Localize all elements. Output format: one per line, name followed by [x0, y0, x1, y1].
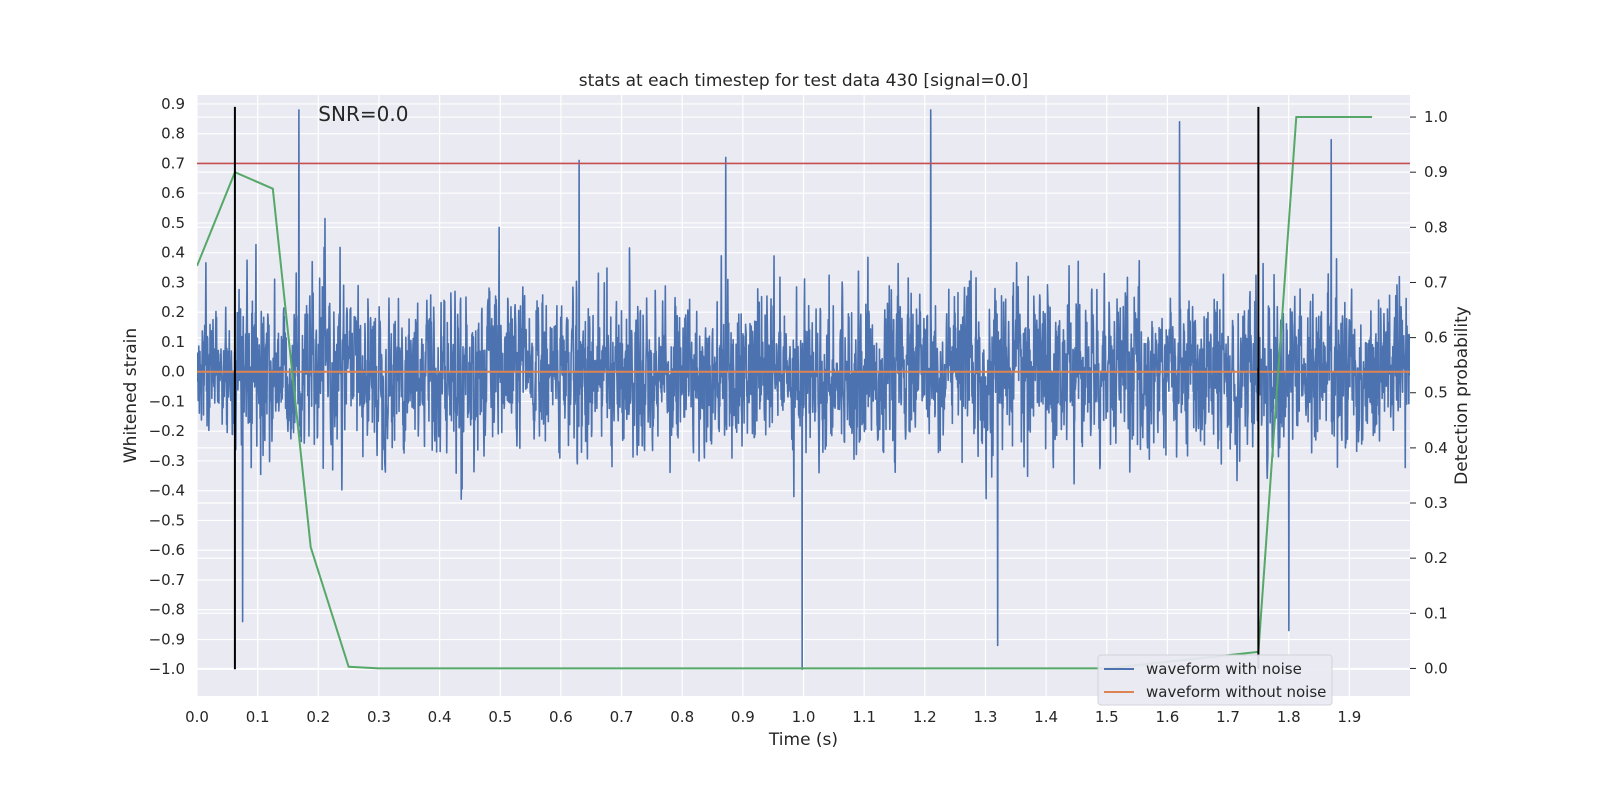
x-tick-label: 1.3	[974, 708, 998, 726]
y-left-tick-label: 0.7	[161, 154, 185, 172]
x-tick-label: 0.4	[428, 708, 452, 726]
noise-series	[197, 109, 1410, 671]
x-tick-label: 0.1	[246, 708, 270, 726]
x-tick-label: 0.7	[610, 708, 634, 726]
y-right-tick-label: 0.3	[1424, 494, 1448, 512]
y-right-tick-label: 0.2	[1424, 549, 1448, 567]
y-left-tick-label: −0.7	[149, 571, 185, 589]
x-axis-label: Time (s)	[768, 730, 838, 750]
y-left-tick-label: 0.4	[161, 244, 185, 262]
x-tick-label: 1.1	[852, 708, 876, 726]
legend: waveform with noise waveform without nois…	[1097, 654, 1333, 706]
y-left-tick-label: −0.1	[149, 392, 185, 410]
x-tick-label: 1.8	[1277, 708, 1301, 726]
y-right-tick-label: 0.1	[1424, 604, 1448, 622]
y-right-tick-label: 0.9	[1424, 163, 1448, 181]
series-detection-probability	[197, 116, 1373, 670]
x-tick-label: 0.8	[670, 708, 694, 726]
x-tick-label: 1.2	[913, 708, 937, 726]
x-tick-label: 0.9	[731, 708, 755, 726]
y-right-tick-label: 0.0	[1424, 659, 1448, 677]
y-left-tick-label: −0.5	[149, 511, 185, 529]
y-left-tick-label: −0.4	[149, 482, 185, 500]
y-left-tick-label: 0.6	[161, 184, 185, 202]
y-right-axis-label: Detection probability	[1452, 306, 1472, 485]
legend-label: waveform with noise	[1146, 660, 1302, 678]
y-left-tick-label: 0.2	[161, 303, 185, 321]
x-tick-label: 1.7	[1216, 708, 1240, 726]
y-left-tick-label: −0.3	[149, 452, 185, 470]
y-left-axis-label: Whitened strain	[121, 328, 141, 463]
x-tick-label: 0.5	[488, 708, 512, 726]
x-tick-label: 1.9	[1337, 708, 1361, 726]
x-tick-label: 1.0	[792, 708, 816, 726]
y-left-tick-label: −0.2	[149, 422, 185, 440]
y-left-tick-label: −1.0	[149, 660, 185, 678]
y-right-tick-label: 0.5	[1424, 384, 1448, 402]
y-left-tick-label: −0.6	[149, 541, 185, 559]
x-tick-label: 1.4	[1034, 708, 1058, 726]
x-tick-label: 1.6	[1155, 708, 1179, 726]
y-left-tick-label: 0.3	[161, 273, 185, 291]
y-left-tick-label: −0.8	[149, 601, 185, 619]
y-left-tick-label: 0.8	[161, 125, 185, 143]
y-right-tick-label: 0.6	[1424, 329, 1448, 347]
y-left-tick-label: 0.0	[161, 363, 185, 381]
x-tick-label: 1.5	[1095, 708, 1119, 726]
x-tick-label: 0.3	[367, 708, 391, 726]
y-right-tick-label: 1.0	[1424, 108, 1448, 126]
y-right-tick-label: 0.4	[1424, 439, 1448, 457]
snr-annotation: SNR=0.0	[318, 102, 408, 126]
x-tick-label: 0.0	[185, 708, 209, 726]
series-waveform-with-noise	[197, 109, 1410, 671]
y-left-tick-label: 0.9	[161, 95, 185, 113]
y-right-tick-label: 0.7	[1424, 273, 1448, 291]
lines-layer	[197, 106, 1410, 670]
legend-box	[1097, 654, 1333, 706]
y-left-tick-label: 0.5	[161, 214, 185, 232]
ticks-layer: 0.0 0.1 0.2 0.3 0.4 0.5 0.6 0.7 0.8 0.9 1.0 1.1 1.2 1…	[149, 95, 1448, 726]
x-tick-label: 0.2	[306, 708, 330, 726]
x-tick-label: 0.6	[549, 708, 573, 726]
legend-label: waveform without noise	[1146, 683, 1326, 701]
y-right-tick-label: 0.8	[1424, 218, 1448, 236]
chart-title: stats at each timestep for test data 430…	[579, 71, 1029, 91]
y-left-tick-label: −0.9	[149, 630, 185, 648]
y-left-tick-label: 0.1	[161, 333, 185, 351]
